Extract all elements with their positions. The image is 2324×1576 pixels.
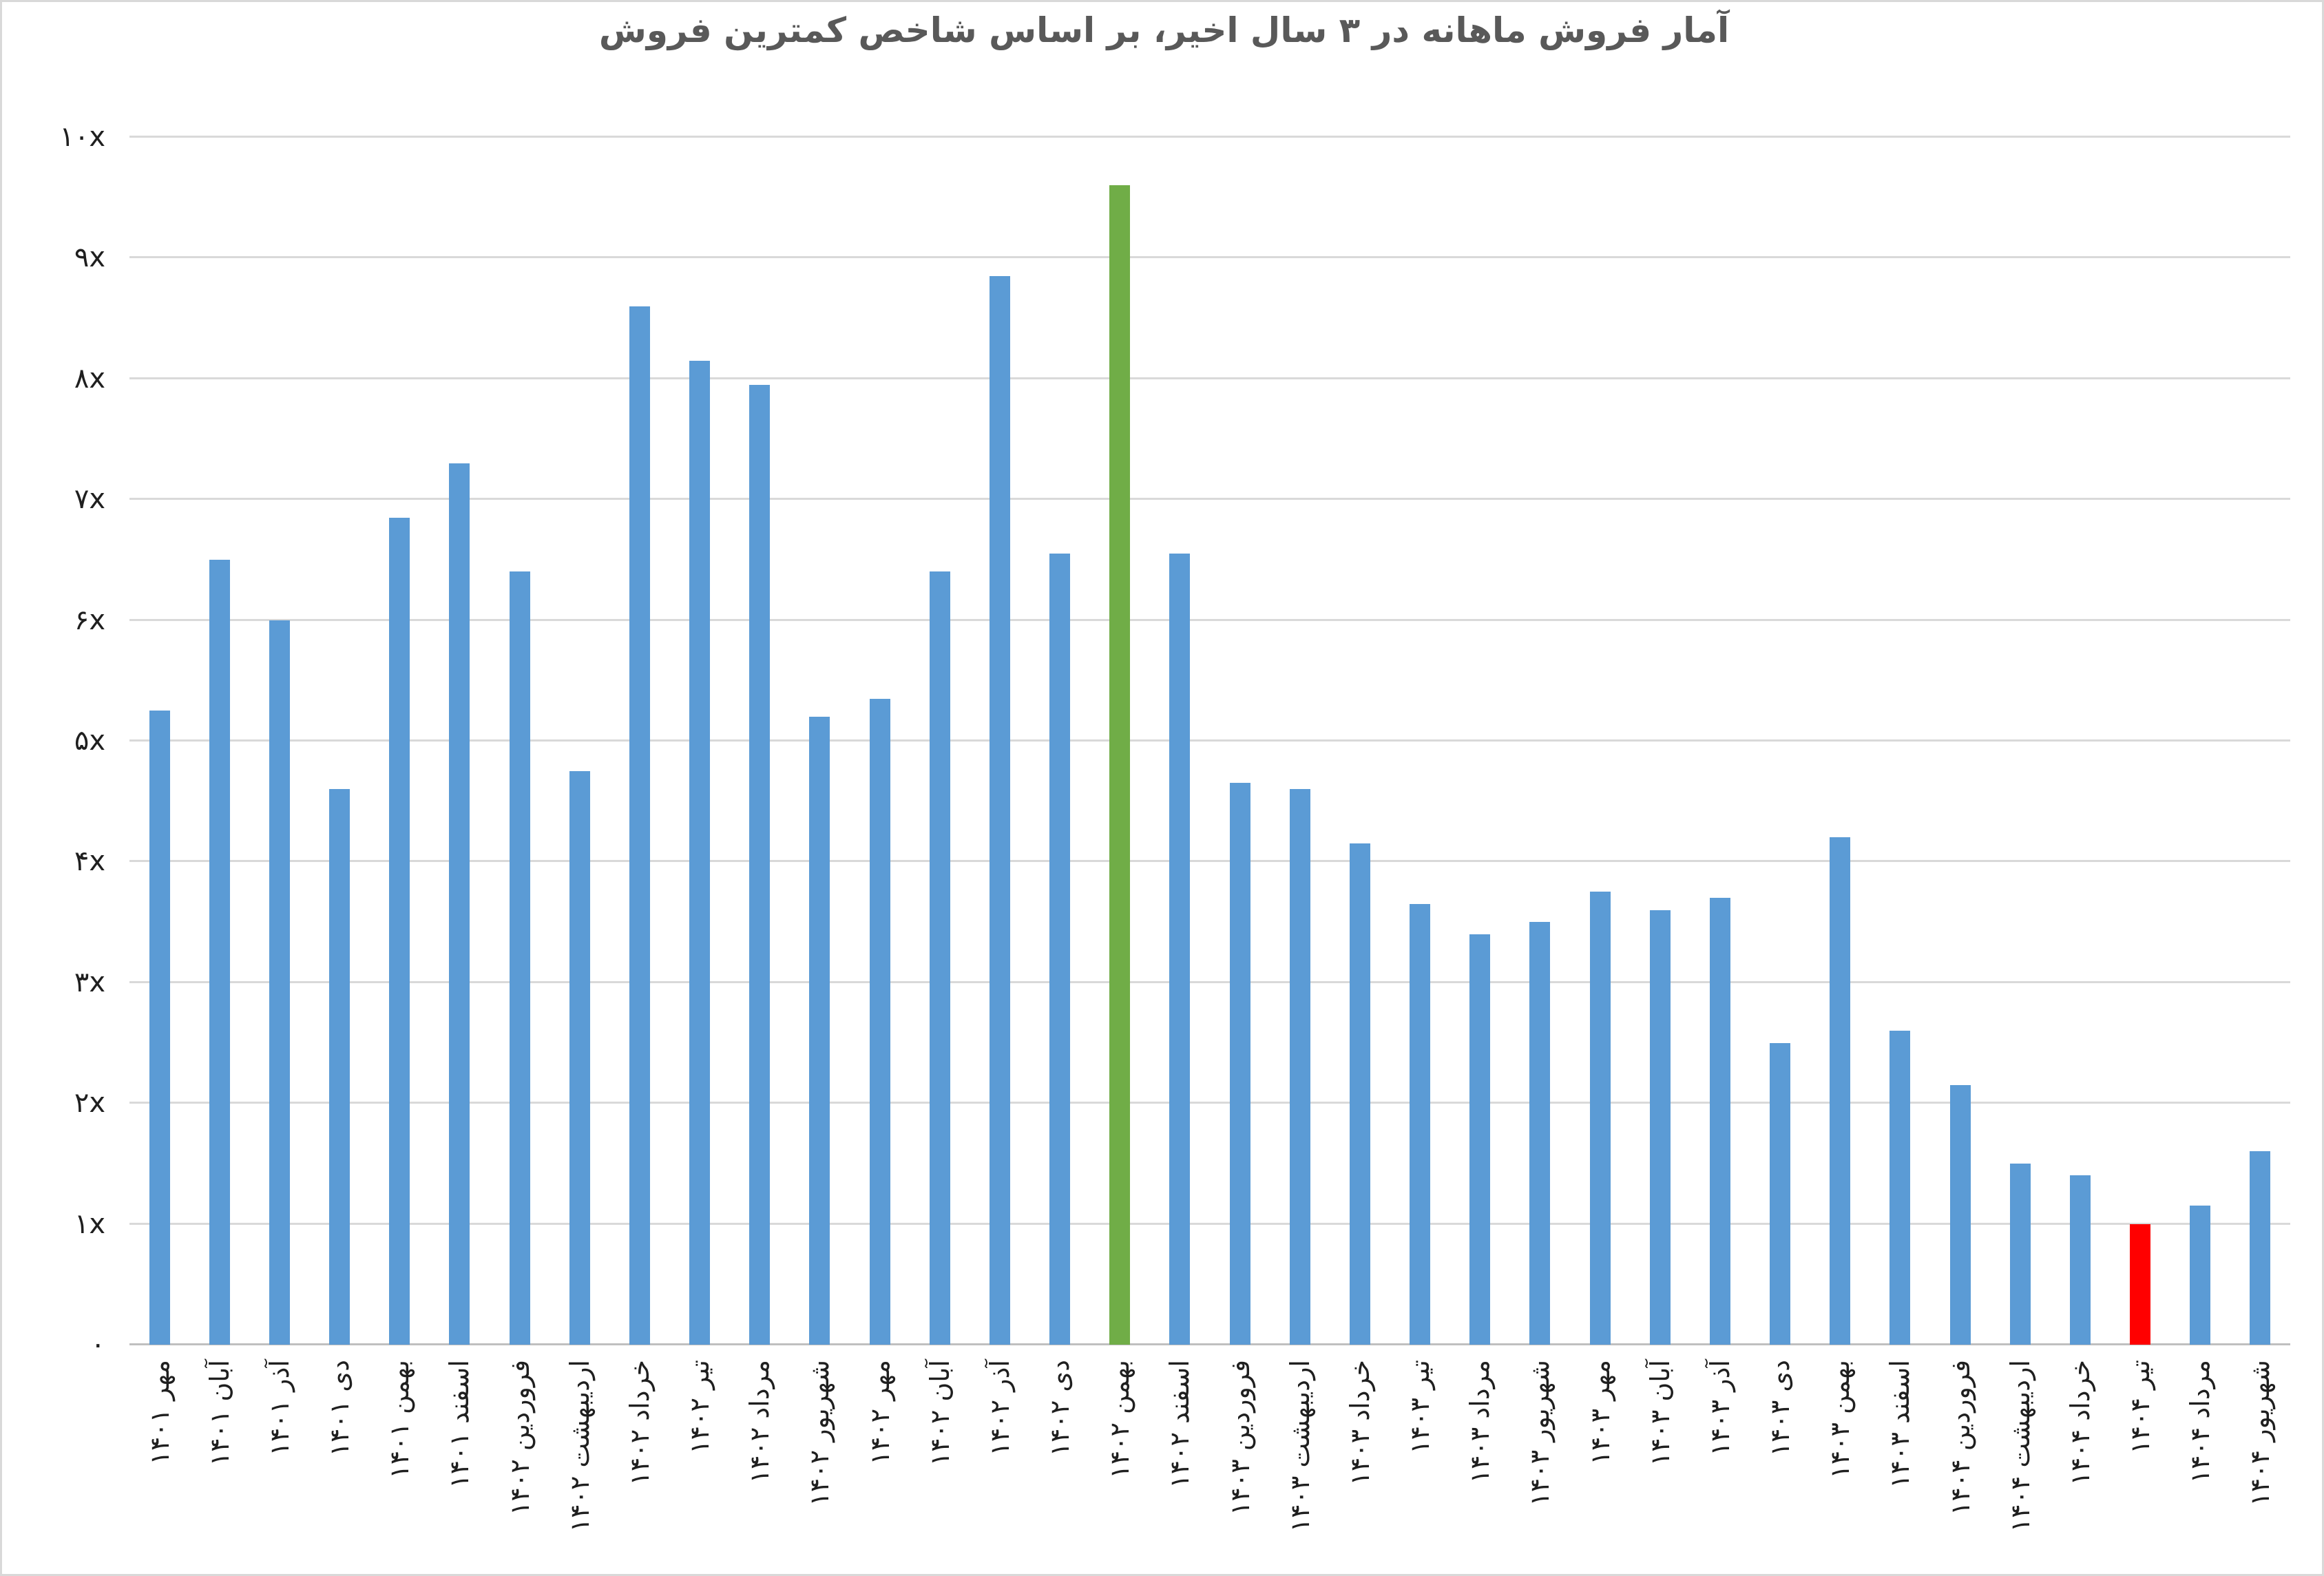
bar — [2250, 1151, 2271, 1345]
y-tick-label: ۲x — [74, 1087, 105, 1120]
bar — [1049, 554, 1071, 1345]
x-tick-label: مهر ۱۴۰۳ — [1584, 1360, 1615, 1465]
x-tick-label: خرداد ۱۴۰۴ — [2064, 1360, 2095, 1486]
bar — [1830, 837, 1851, 1345]
bar — [929, 571, 950, 1345]
bar — [749, 384, 771, 1345]
plot-area — [129, 136, 2290, 1345]
x-tick-label: مهر ۱۴۰۲ — [864, 1360, 895, 1465]
x-axis-line — [129, 1343, 2290, 1345]
gridline — [129, 618, 2290, 621]
bar — [869, 698, 890, 1345]
bar — [569, 770, 590, 1345]
x-tick-label: اردیبهشت ۱۴۰۳ — [1284, 1360, 1315, 1533]
x-tick-label: دی ۱۴۰۱ — [324, 1360, 355, 1457]
y-tick-label: ۵x — [74, 725, 105, 757]
bar — [1770, 1042, 1791, 1345]
x-tick-label: دی ۱۴۰۳ — [1765, 1360, 1796, 1457]
x-tick-label: تیر ۱۴۰۳ — [1405, 1360, 1436, 1454]
bar — [149, 711, 170, 1345]
y-tick-label: ۱x — [74, 1208, 105, 1240]
x-tick-label: اسفند ۱۴۰۳ — [1885, 1360, 1916, 1489]
bar — [1289, 789, 1310, 1345]
bar — [2009, 1163, 2031, 1345]
x-tick-label: مرداد ۱۴۰۴ — [2185, 1360, 2216, 1484]
bar — [1709, 898, 1730, 1345]
x-tick-label: مرداد ۱۴۰۲ — [744, 1360, 775, 1484]
x-tick-label: اسفند ۱۴۰۱ — [444, 1360, 475, 1489]
gridline — [129, 136, 2290, 138]
x-tick-label: بهمن ۱۴۰۳ — [1825, 1360, 1856, 1479]
bar-highlight-min — [2130, 1223, 2151, 1345]
x-tick-label: تیر ۱۴۰۴ — [2125, 1360, 2156, 1454]
x-tick-label: اسفند ۱۴۰۲ — [1164, 1360, 1195, 1489]
y-tick-label: ۷x — [74, 483, 105, 516]
bar — [1349, 843, 1370, 1345]
x-tick-label: فروردین ۱۴۰۴ — [1945, 1360, 1976, 1515]
bar-highlight-max — [1109, 185, 1131, 1345]
x-tick-label: خرداد ۱۴۰۲ — [624, 1360, 655, 1486]
x-tick-label: تیر ۱۴۰۲ — [684, 1360, 715, 1454]
bar — [1169, 554, 1191, 1345]
bar — [809, 716, 830, 1345]
x-tick-label: اردیبهشت ۱۴۰۴ — [2004, 1360, 2035, 1533]
gridline — [129, 980, 2290, 983]
bar — [449, 463, 470, 1345]
bar — [209, 559, 230, 1345]
y-tick-label: ۳x — [74, 966, 105, 998]
x-tick-label: فروردین ۱۴۰۲ — [504, 1360, 535, 1515]
bar — [1589, 892, 1611, 1345]
x-tick-label: مهر ۱۴۰۱ — [144, 1360, 175, 1465]
bar — [329, 789, 350, 1345]
gridline — [129, 860, 2290, 863]
y-tick-label: ۴x — [74, 845, 105, 878]
bar — [989, 275, 1010, 1345]
gridline — [129, 498, 2290, 501]
bar — [2190, 1206, 2211, 1345]
bar — [689, 360, 711, 1345]
bar — [629, 306, 650, 1345]
y-tick-label: ۹x — [74, 242, 105, 274]
bar — [1649, 910, 1671, 1345]
gridline — [129, 256, 2290, 259]
x-tick-label: آذر ۱۴۰۳ — [1704, 1360, 1735, 1456]
x-tick-label: آبان ۱۴۰۲ — [924, 1360, 955, 1467]
x-tick-label: بهمن ۱۴۰۱ — [384, 1360, 415, 1479]
bar — [1229, 783, 1250, 1345]
x-tick-label: آذر ۱۴۰۱ — [264, 1360, 295, 1456]
y-tick-label: ۱۰x — [59, 121, 105, 153]
bar — [1889, 1030, 1911, 1345]
y-tick-label: ۸x — [74, 362, 105, 395]
y-tick-label: ۶x — [74, 604, 105, 636]
x-tick-label: شهریور ۱۴۰۲ — [804, 1360, 835, 1506]
bar — [389, 517, 410, 1345]
gridline — [129, 1222, 2290, 1225]
x-tick-label: دی ۱۴۰۲ — [1045, 1360, 1076, 1457]
bar — [509, 571, 530, 1345]
y-tick-label: ۰ — [90, 1329, 105, 1360]
x-tick-label: خرداد ۱۴۰۳ — [1344, 1360, 1375, 1486]
gridline — [129, 739, 2290, 742]
gridline — [129, 377, 2290, 379]
x-tick-label: آبان ۱۴۰۱ — [204, 1360, 235, 1467]
bar — [1410, 903, 1431, 1345]
chart-title: آمار فروش ماهانه در ۳ سال اخیر، بر اساس … — [598, 10, 1730, 50]
x-tick-label: شهریور ۱۴۰۴ — [2245, 1360, 2276, 1506]
x-tick-label: بهمن ۱۴۰۲ — [1105, 1360, 1135, 1479]
x-tick-label: فروردین ۱۴۰۳ — [1224, 1360, 1255, 1515]
x-tick-label: آذر ۱۴۰۲ — [984, 1360, 1015, 1456]
bar — [1469, 934, 1491, 1345]
bar — [2069, 1175, 2091, 1345]
bar — [1949, 1084, 1971, 1345]
x-tick-label: آبان ۱۴۰۳ — [1644, 1360, 1675, 1467]
bar — [269, 620, 290, 1345]
x-tick-label: اردیبهشت ۱۴۰۲ — [564, 1360, 595, 1533]
x-tick-label: شهریور ۱۴۰۳ — [1525, 1360, 1556, 1506]
bar — [1529, 922, 1551, 1345]
gridline — [129, 1102, 2290, 1104]
x-tick-label: مرداد ۱۴۰۳ — [1465, 1360, 1496, 1484]
